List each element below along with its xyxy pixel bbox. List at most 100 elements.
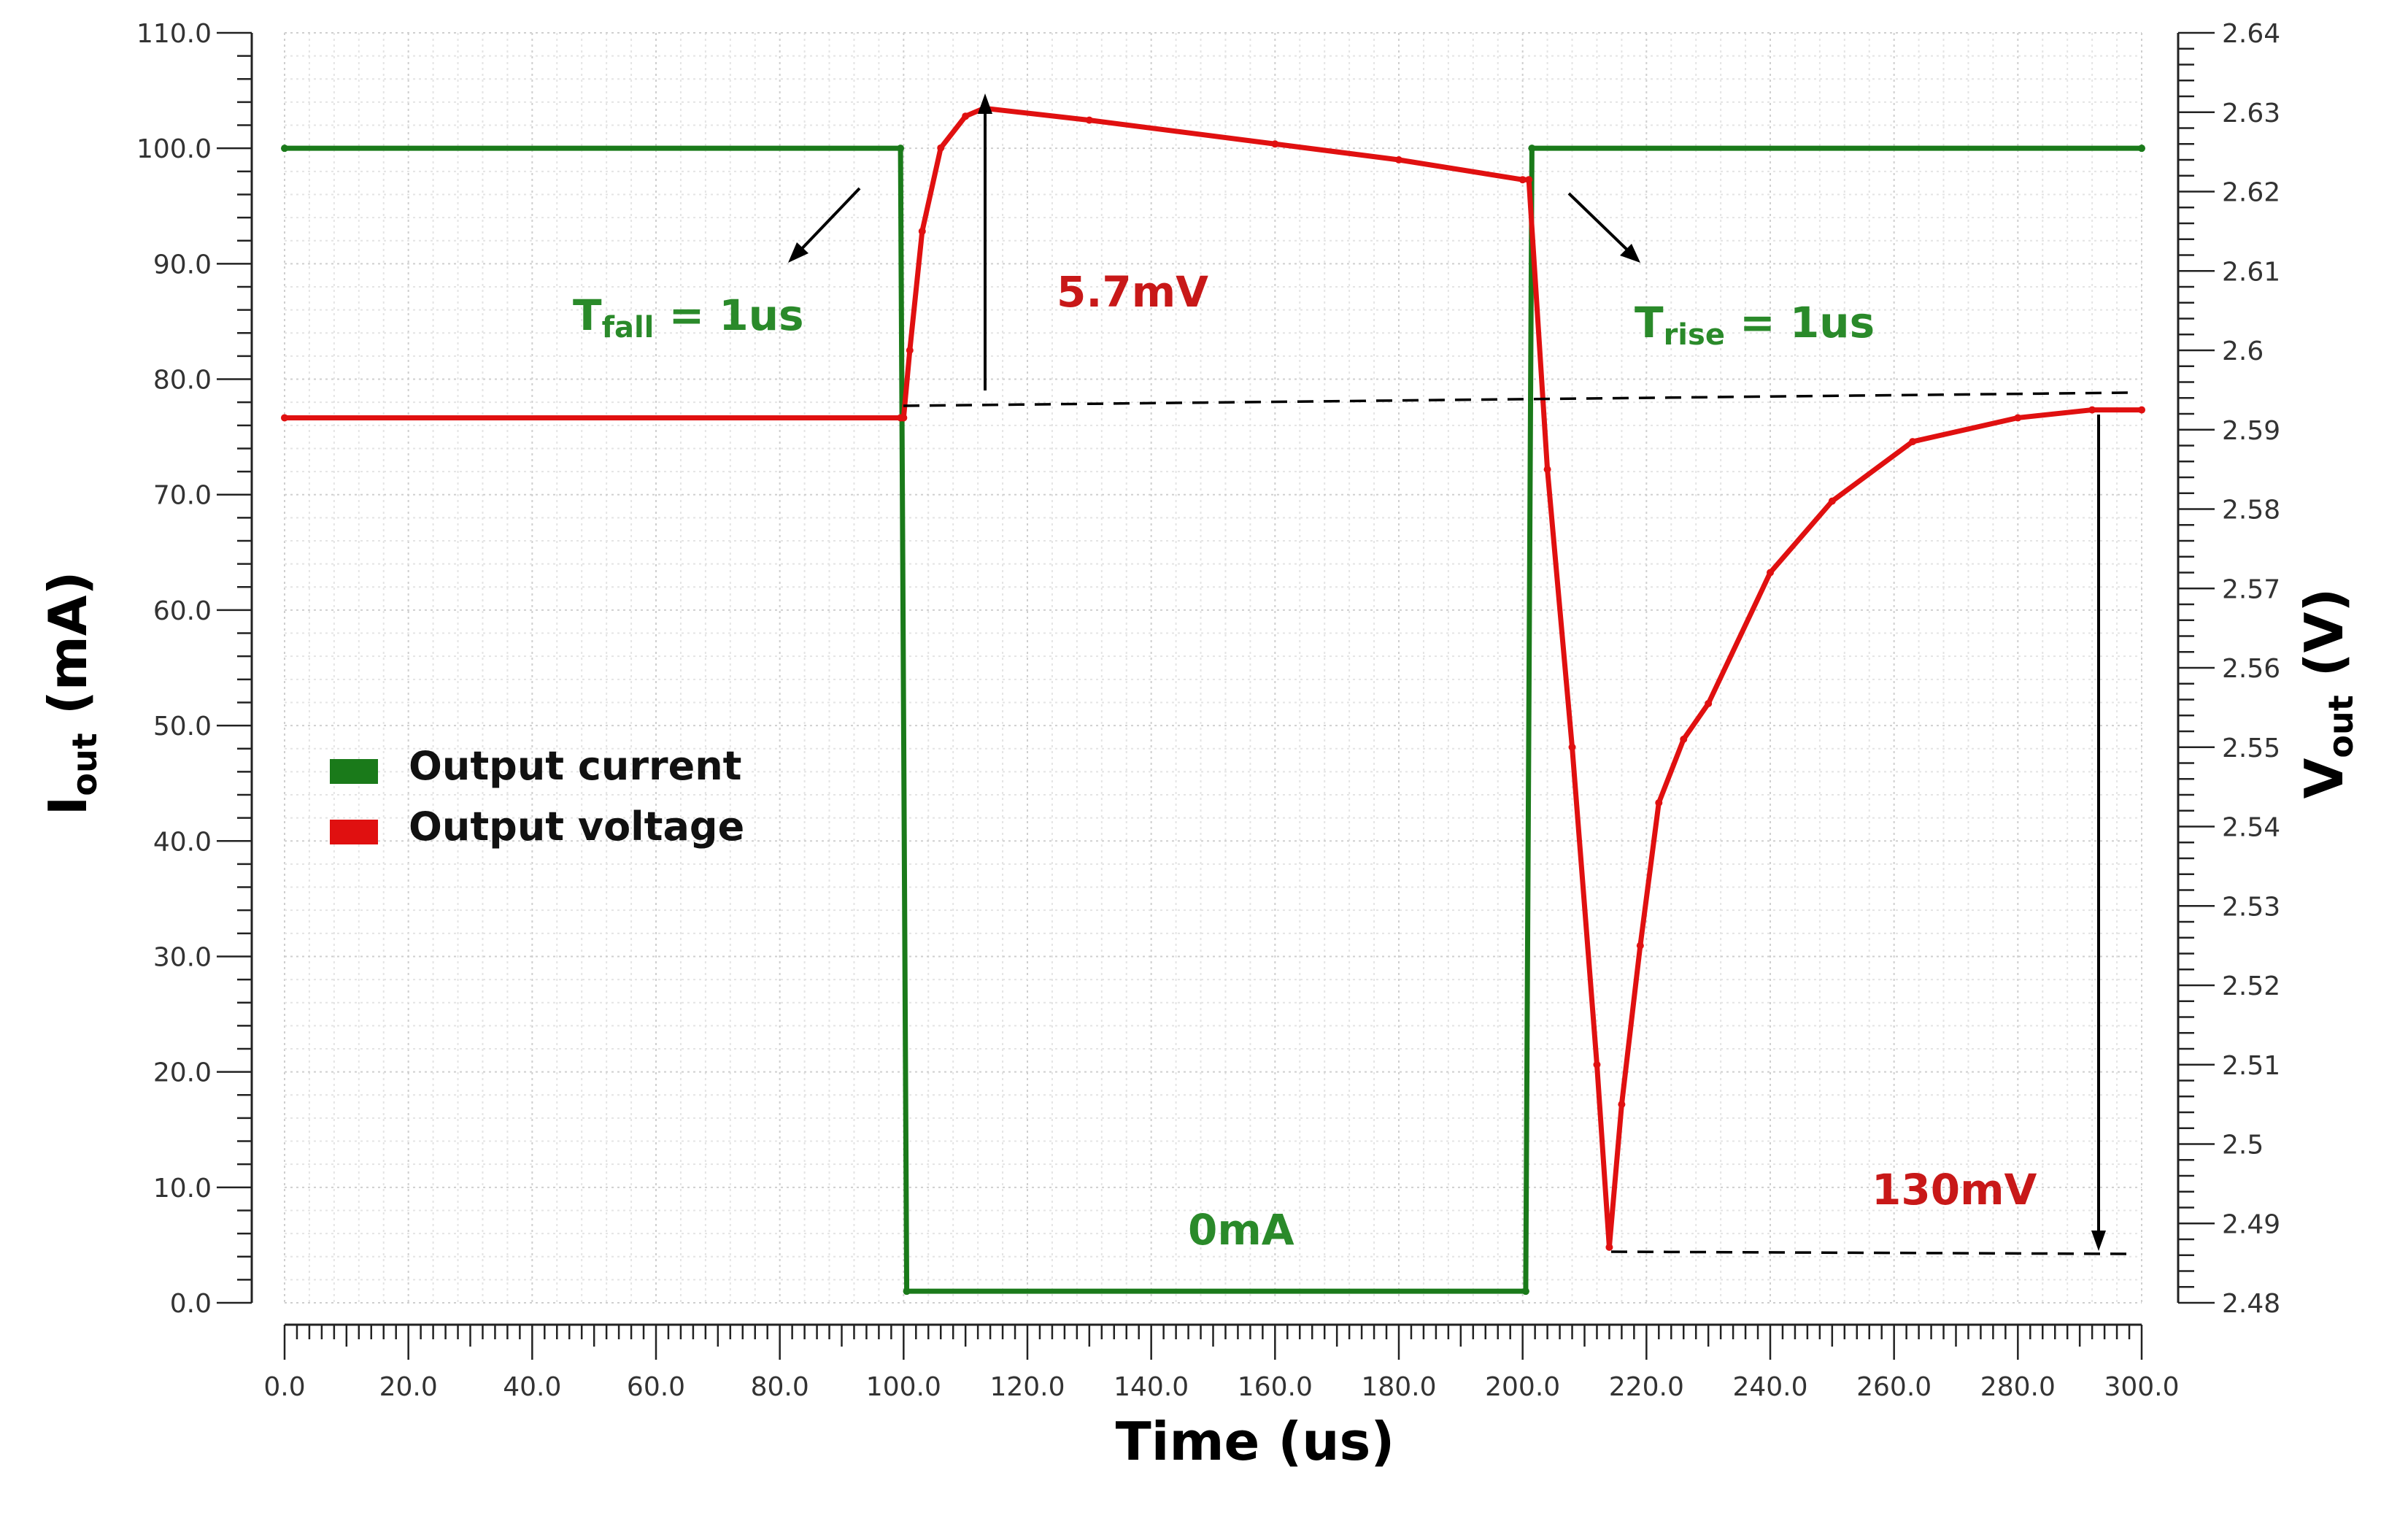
trise-rest: = 1us: [1725, 298, 1875, 347]
data-point-output-voltage: [1593, 1060, 1601, 1069]
y2-tick-label: 2.49: [2222, 1209, 2280, 1239]
y2-axis-title-main: V: [2293, 758, 2355, 798]
axes: 0.0 10.0 20.0 30.0 40.0 50.0 60.0 70.0 80.0 90.0 1…: [136, 19, 2280, 1402]
y2-axis-title-unit: (V): [2293, 588, 2355, 696]
trise-annotation: Trise = 1us: [1635, 298, 1875, 352]
tfall-rest: = 1us: [654, 290, 803, 340]
y-tick-label: 60.0: [153, 596, 212, 626]
data-point-output-voltage: [1705, 699, 1713, 707]
y-tick-label: 100.0: [136, 134, 212, 164]
legend-label-output-voltage: Output voltage: [409, 804, 744, 850]
overshoot-annotation: 5.7mV: [1057, 267, 1208, 317]
data-point-output-voltage: [1605, 1243, 1613, 1251]
annotations: Tfall = 1us Trise = 1us 5.7mV 130mV 0mA: [573, 93, 2130, 1255]
y2-tick-label: 2.59: [2222, 416, 2280, 446]
data-point-output-voltage: [906, 347, 914, 354]
y2-tick-label: 2.55: [2222, 734, 2280, 763]
legend-swatch-output-voltage: [330, 820, 378, 844]
data-point-output-voltage: [918, 227, 926, 235]
data-point-output-voltage: [1525, 176, 1533, 184]
y-tick-label: 0.0: [170, 1289, 212, 1319]
legend-label-output-current: Output current: [409, 743, 741, 789]
y-tick-label: 110.0: [136, 19, 212, 49]
y-tick-label: 80.0: [153, 366, 212, 396]
x-tick-label: 200.0: [1485, 1372, 1560, 1402]
y2-tick-label: 2.62: [2222, 178, 2280, 208]
x-tick-label: 100.0: [866, 1372, 941, 1402]
data-point-output-voltage: [900, 414, 908, 422]
series-line-output-current: [285, 145, 2142, 1294]
undershoot-dashed-line: [1610, 1250, 2128, 1255]
y2-tick-label: 2.51: [2222, 1051, 2280, 1081]
tfall-annotation: Tfall = 1us: [573, 290, 804, 344]
y-tick-label: 40.0: [153, 827, 212, 857]
y-tick-label: 50.0: [153, 712, 212, 742]
zero-current-annotation: 0mA: [1188, 1205, 1294, 1255]
data-point-output-voltage: [1767, 569, 1774, 577]
data-point-output-voltage: [1518, 176, 1527, 184]
data-point-output-voltage: [1085, 116, 1093, 124]
x-tick-label: 60.0: [627, 1372, 685, 1402]
data-point-output-voltage: [1568, 743, 1576, 751]
x-tick-label: 120.0: [989, 1372, 1065, 1402]
x-tick-label: 180.0: [1361, 1372, 1436, 1402]
y-axis-title-sub: out: [65, 733, 104, 796]
y2-tick-label: 2.6: [2222, 336, 2264, 366]
x-tick-label: 240.0: [1732, 1372, 1807, 1402]
y2-tick-label: 2.57: [2222, 574, 2280, 604]
y2-tick-label: 2.56: [2222, 654, 2280, 684]
y2-tick-label: 2.61: [2222, 257, 2280, 287]
data-point-output-current: [1521, 1287, 1529, 1296]
y2-axis-title: Vout (V): [2293, 588, 2361, 799]
x-tick-label: 0.0: [263, 1372, 305, 1402]
undershoot-arrow: [2091, 415, 2106, 1251]
y-axis-title: Iout (mA): [37, 571, 104, 816]
y2-tick-label: 2.63: [2222, 99, 2280, 128]
x-tick-label: 300.0: [2104, 1372, 2179, 1402]
data-point-output-current: [281, 145, 288, 153]
y2-tick-label: 2.53: [2222, 892, 2280, 922]
data-point-output-current: [897, 145, 905, 153]
baseline-dashed-line: [903, 391, 2130, 407]
data-point-output-voltage: [281, 414, 288, 422]
undershoot-annotation: 130mV: [1872, 1165, 2037, 1214]
y2-tick-label: 2.64: [2222, 19, 2280, 49]
data-point-output-current: [2138, 145, 2145, 153]
x-tick-label: 280.0: [1980, 1372, 2056, 1402]
data-point-output-voltage: [1618, 1101, 1626, 1109]
overshoot-arrow: [978, 93, 992, 390]
series-layer: [281, 104, 2145, 1296]
legend: Output current Output voltage: [330, 743, 744, 850]
x-tick-label: 140.0: [1114, 1372, 1189, 1402]
trise-main: T: [1635, 298, 1664, 347]
tfall-sub: fall: [602, 311, 655, 344]
data-point-output-voltage: [1909, 438, 1917, 446]
y-axis-title-main: I: [37, 796, 99, 816]
y2-tick-label: 2.48: [2222, 1289, 2280, 1319]
trise-sub: rise: [1664, 318, 1725, 352]
y2-tick-label: 2.5: [2222, 1131, 2264, 1160]
y-tick-label: 70.0: [153, 481, 212, 511]
x-tick-label: 80.0: [751, 1372, 809, 1402]
data-point-output-voltage: [1543, 466, 1551, 474]
y-tick-label: 10.0: [153, 1174, 212, 1204]
data-point-output-current: [1528, 145, 1536, 153]
trise-arrow: [1567, 192, 1640, 263]
legend-swatch-output-current: [330, 759, 378, 784]
data-point-output-voltage: [937, 144, 945, 152]
data-point-output-voltage: [2014, 414, 2022, 422]
tfall-arrow: [788, 187, 861, 263]
tfall-main: T: [573, 290, 602, 340]
data-point-output-voltage: [1655, 798, 1663, 806]
y2-axis-title-sub: out: [2321, 695, 2361, 758]
data-point-output-voltage: [2088, 406, 2096, 414]
data-point-output-current: [903, 1287, 911, 1296]
data-point-output-voltage: [962, 112, 970, 120]
x-tick-label: 20.0: [379, 1372, 438, 1402]
data-point-output-voltage: [1395, 156, 1402, 163]
x-tick-label: 220.0: [1609, 1372, 1684, 1402]
x-tick-label: 160.0: [1238, 1372, 1313, 1402]
data-point-output-voltage: [1828, 497, 1836, 505]
series-line-output-voltage: [285, 105, 2142, 1250]
